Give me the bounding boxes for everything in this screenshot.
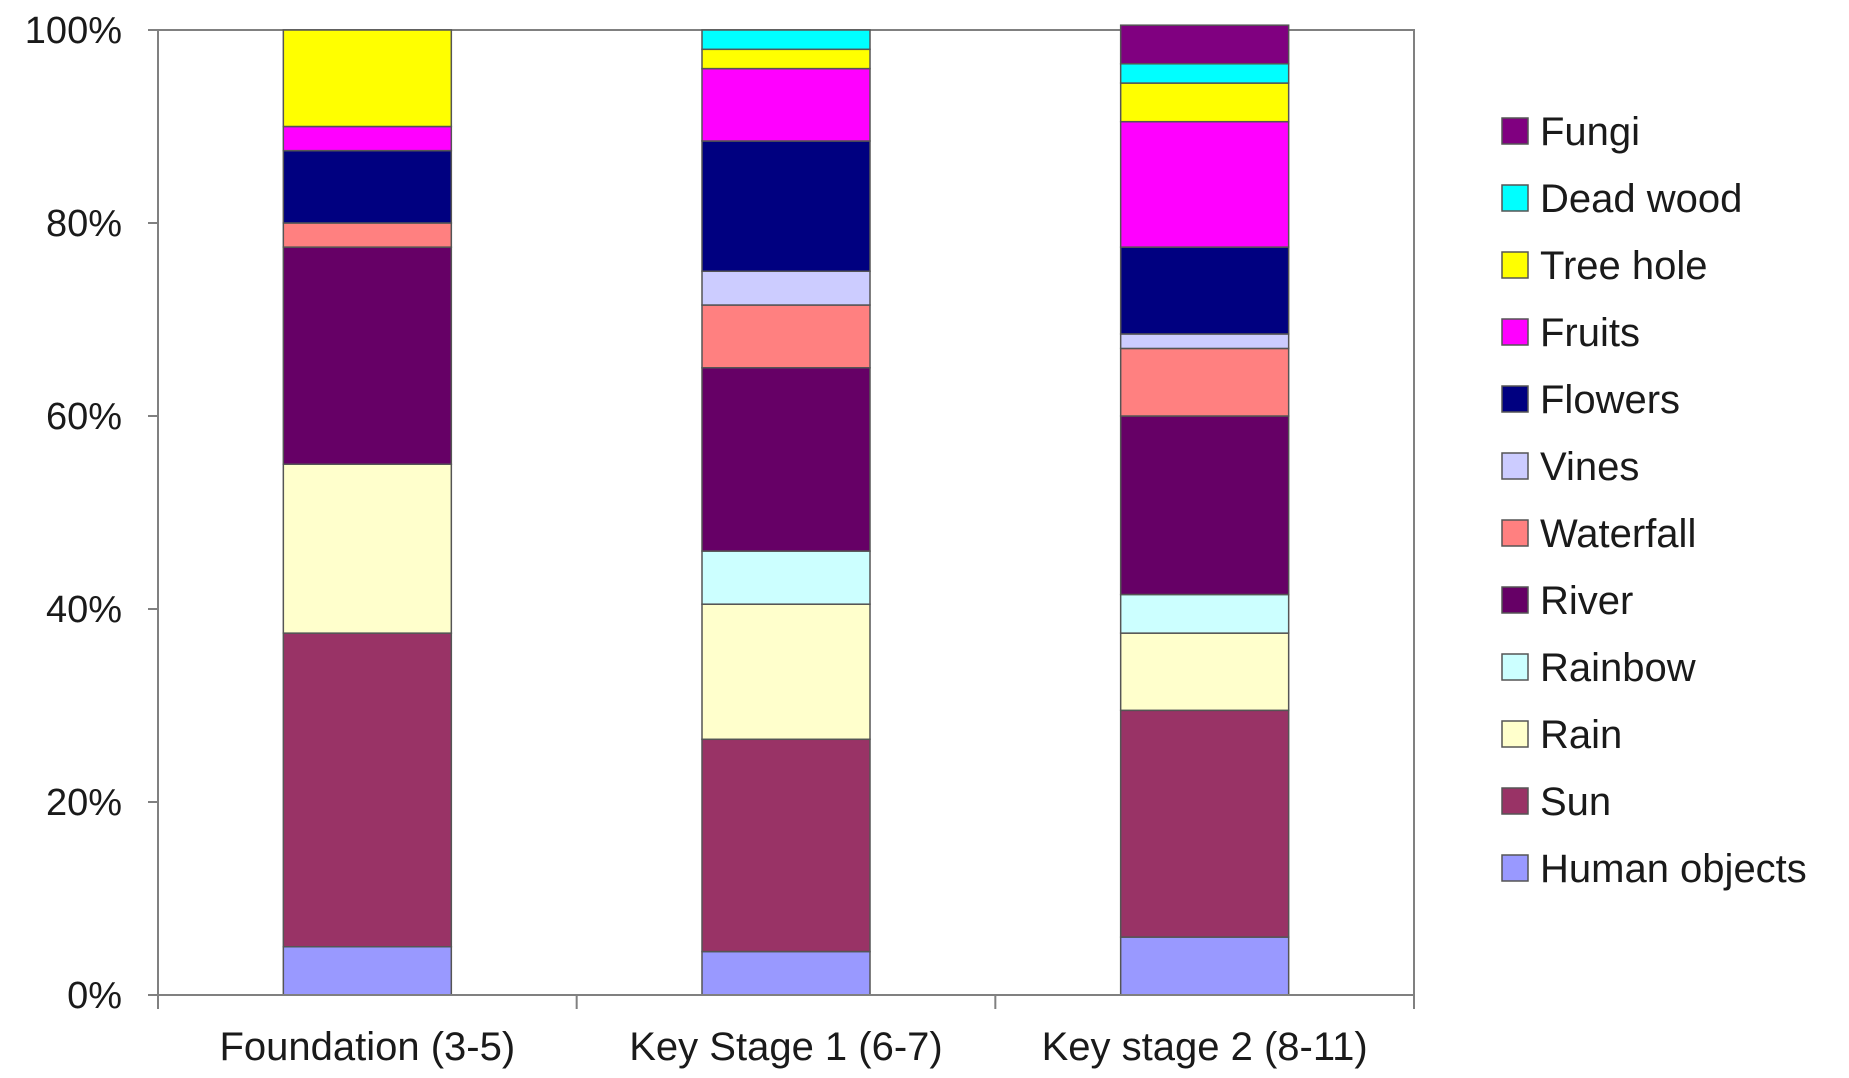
legend-label-tree-hole: Tree hole	[1540, 244, 1708, 288]
legend: Fungi Dead wood Tree hole Fruits Flowers Vine…	[1501, 110, 1807, 891]
bar-segment-vines-key-stage-2-8-11	[1119, 333, 1290, 350]
bar-segment-flowers-foundation-3-5	[282, 149, 453, 224]
bar-segment-rainbow-key-stage-2-8-11	[1119, 593, 1290, 634]
legend-label-fruits: Fruits	[1540, 311, 1640, 355]
bar-segment-dead-wood-key-stage-2-8-11	[1119, 63, 1290, 84]
legend-swatch-rain	[1501, 720, 1529, 748]
legend-swatch-fruits	[1501, 318, 1529, 346]
bar-segment-waterfall-key-stage-1-6-7	[701, 304, 871, 369]
legend-swatch-fungi	[1501, 117, 1529, 145]
bar-segment-fungi-key-stage-2-8-11	[1119, 24, 1290, 65]
bar-segment-sun-key-stage-1-6-7	[701, 738, 871, 953]
legend-swatch-flowers	[1501, 385, 1529, 413]
bar-segment-rain-key-stage-2-8-11	[1119, 632, 1290, 712]
y-tick-label: 60%	[46, 396, 122, 438]
axes: 0% 20% 40% 60% 80% 100% Foundation (3-5) Key St…	[25, 10, 1415, 1069]
legend-label-rain: Rain	[1540, 713, 1622, 757]
legend-swatch-vines	[1501, 452, 1529, 480]
x-category-label: Key Stage 1 (6-7)	[629, 1025, 943, 1069]
bar-segment-rain-foundation-3-5	[282, 463, 453, 634]
legend-swatch-human-objects	[1501, 854, 1529, 882]
legend-label-rainbow: Rainbow	[1540, 646, 1696, 690]
legend-swatch-waterfall	[1501, 519, 1529, 547]
bar-segment-sun-key-stage-2-8-11	[1119, 709, 1290, 938]
legend-label-river: River	[1540, 579, 1633, 623]
y-tick-label: 80%	[46, 203, 122, 245]
y-tick-label: 20%	[46, 782, 122, 824]
legend-swatch-dead-wood	[1501, 184, 1529, 212]
legend-label-waterfall: Waterfall	[1540, 512, 1696, 556]
bar-segment-sun-foundation-3-5	[282, 632, 453, 948]
bar-segment-fruits-key-stage-1-6-7	[701, 67, 871, 142]
bar-segment-human-objects-key-stage-1-6-7	[701, 950, 871, 996]
legend-swatch-sun	[1501, 787, 1529, 815]
legend-label-vines: Vines	[1540, 445, 1639, 489]
bar-segment-river-key-stage-2-8-11	[1119, 415, 1290, 596]
bar-segment-tree-hole-key-stage-2-8-11	[1119, 82, 1290, 123]
bar-segment-vines-key-stage-1-6-7	[701, 270, 871, 306]
bar-segment-fruits-key-stage-2-8-11	[1119, 120, 1290, 248]
bar-segment-waterfall-foundation-3-5	[282, 222, 453, 248]
plot-area	[157, 24, 1415, 996]
legend-label-fungi: Fungi	[1540, 110, 1640, 154]
bar-segment-tree-hole-foundation-3-5	[282, 29, 453, 128]
y-tick-label: 40%	[46, 589, 122, 631]
bar-segment-human-objects-key-stage-2-8-11	[1119, 936, 1290, 996]
legend-label-flowers: Flowers	[1540, 378, 1680, 422]
y-tick-label: 0%	[67, 975, 122, 1017]
legend-label-sun: Sun	[1540, 780, 1611, 824]
legend-swatch-tree-hole	[1501, 251, 1529, 279]
y-tick-label: 100%	[25, 10, 122, 52]
x-category-label: Foundation (3-5)	[219, 1025, 515, 1069]
legend-label-human-objects: Human objects	[1540, 847, 1807, 891]
x-category-label: Key stage 2 (8-11)	[1042, 1025, 1368, 1069]
bar-segment-rainbow-key-stage-1-6-7	[701, 550, 871, 605]
legend-swatch-rainbow	[1501, 653, 1529, 681]
bar-segment-human-objects-foundation-3-5	[282, 946, 453, 996]
bar-segment-fruits-foundation-3-5	[282, 125, 453, 152]
bar-segment-waterfall-key-stage-2-8-11	[1119, 347, 1290, 417]
legend-swatch-river	[1501, 586, 1529, 614]
bar-segment-dead-wood-key-stage-1-6-7	[701, 29, 871, 51]
bar-segment-flowers-key-stage-1-6-7	[701, 140, 871, 272]
bar-segment-rain-key-stage-1-6-7	[701, 603, 871, 741]
bar-segment-tree-hole-key-stage-1-6-7	[701, 48, 871, 70]
bar-segment-river-key-stage-1-6-7	[701, 367, 871, 552]
bar-segment-flowers-key-stage-2-8-11	[1119, 246, 1290, 335]
bar-segment-river-foundation-3-5	[282, 246, 453, 465]
legend-label-dead-wood: Dead wood	[1540, 177, 1742, 221]
